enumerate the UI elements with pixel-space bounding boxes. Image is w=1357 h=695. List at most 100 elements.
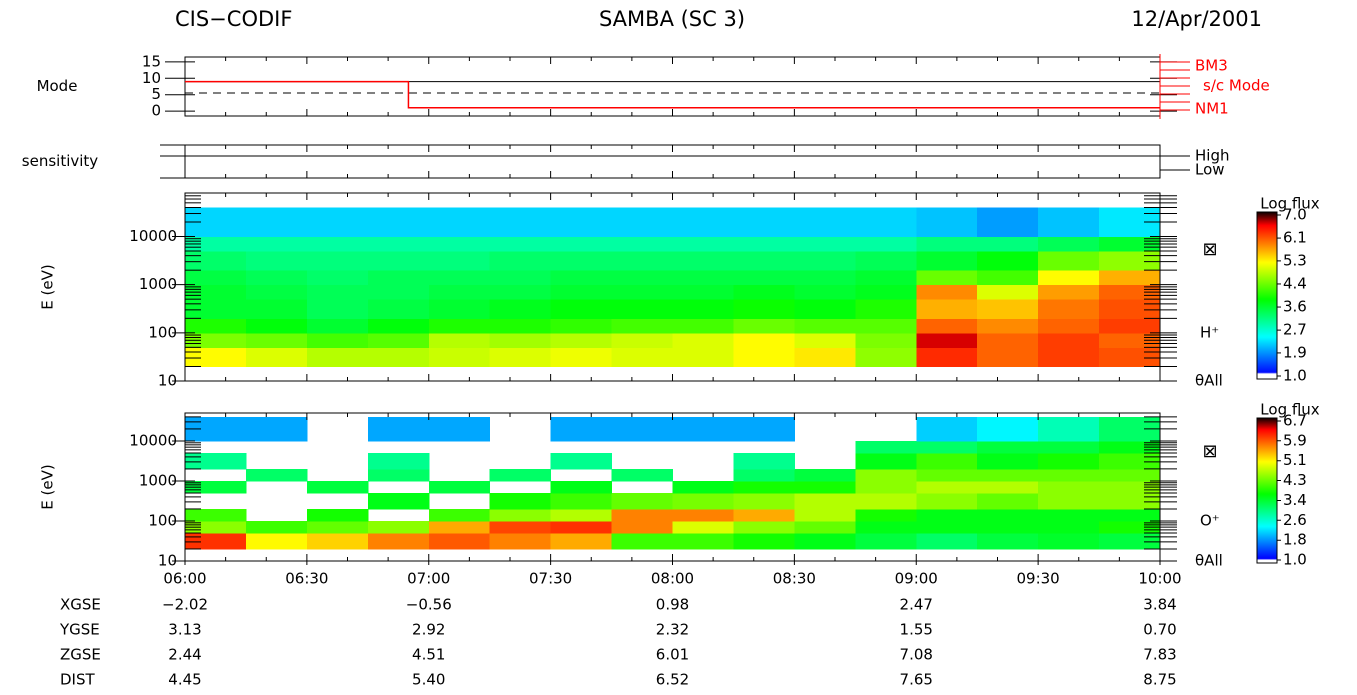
cell [1038, 236, 1100, 252]
cell [672, 236, 734, 252]
y-tick-label: 100 [148, 511, 177, 529]
cell [672, 250, 734, 271]
cell [489, 270, 552, 286]
cell [185, 318, 247, 334]
cell [733, 270, 795, 286]
cell [245, 533, 308, 550]
cell [367, 270, 430, 286]
cell [672, 493, 734, 510]
cell [245, 250, 308, 271]
cell [489, 332, 552, 348]
cell [550, 453, 613, 470]
cell [428, 207, 491, 237]
cell [1038, 332, 1100, 348]
cell [794, 299, 856, 319]
cell [306, 270, 369, 286]
cell [367, 299, 430, 319]
cell [1099, 284, 1161, 300]
cell [550, 480, 613, 494]
cell [245, 284, 308, 300]
cell [428, 480, 491, 494]
colorbar [1256, 211, 1278, 380]
cell [245, 299, 308, 319]
cell [1099, 236, 1161, 252]
cell [306, 347, 369, 368]
cell [306, 508, 369, 522]
cell [185, 508, 247, 522]
cell [306, 236, 369, 252]
cell [794, 250, 856, 271]
y-axis-label: sensitivity [22, 152, 99, 170]
x-tick-label: 08:30 [773, 570, 816, 588]
cell [185, 480, 247, 494]
heatmap [185, 416, 1161, 550]
colorbar [1256, 417, 1278, 564]
cell [733, 416, 795, 442]
cell [306, 480, 369, 494]
cell [916, 284, 978, 300]
cell [855, 318, 917, 334]
cell [733, 508, 795, 522]
cell [367, 236, 430, 252]
cell [550, 493, 613, 510]
cell [977, 250, 1039, 271]
cell [855, 284, 917, 300]
cell [367, 520, 430, 534]
cell [489, 347, 552, 368]
mode-annotation: BM3 [1195, 57, 1228, 75]
colorbar-tick-label: 6.7 [1283, 412, 1307, 430]
cell [306, 318, 369, 334]
ephemeris-value: 2.47 [900, 596, 933, 614]
cell [794, 533, 856, 550]
colorbar-tick-label: 2.6 [1283, 511, 1307, 529]
cell [855, 250, 917, 271]
colorbar-tick-label: 7.0 [1283, 206, 1307, 224]
cell [916, 533, 978, 550]
cell [855, 520, 917, 534]
cell [855, 493, 917, 510]
y-tick-label: 10000 [129, 227, 177, 245]
cell [245, 236, 308, 252]
cell [428, 347, 491, 368]
ephemeris-value: 7.08 [900, 646, 933, 664]
cell [245, 332, 308, 348]
ephemeris-value: −0.56 [406, 596, 452, 614]
y-axis-label: E (eV) [39, 264, 57, 309]
cell [489, 207, 552, 237]
cell [1099, 493, 1161, 510]
colorbar-tick-label: 5.9 [1283, 431, 1307, 449]
ephemeris-label: ZGSE [60, 646, 101, 664]
ephemeris-value: 4.45 [168, 671, 201, 689]
y-tick-label: 10 [158, 552, 177, 570]
colorbar-tick-label: 1.0 [1283, 551, 1307, 569]
colorbar-tick-label: 3.4 [1283, 491, 1307, 509]
cell [367, 453, 430, 470]
cell [1038, 347, 1100, 368]
ephemeris-value: 6.52 [656, 671, 689, 689]
cell [367, 250, 430, 271]
cell [428, 236, 491, 252]
cell [367, 318, 430, 334]
annotation: H⁺ [1200, 323, 1219, 341]
level-label: Low [1195, 161, 1225, 179]
y-axis-label: Mode [37, 77, 78, 95]
cell [916, 207, 978, 237]
cell [1038, 468, 1100, 482]
cell [977, 533, 1039, 550]
cell [185, 520, 247, 534]
x-tick-label: 06:30 [285, 570, 328, 588]
cell [916, 299, 978, 319]
cell [550, 270, 613, 286]
x-tick-label: 06:00 [163, 570, 206, 588]
cell [672, 299, 734, 319]
cell [550, 318, 613, 334]
cell [672, 533, 734, 550]
cell [306, 284, 369, 300]
x-tick-label: 09:00 [895, 570, 938, 588]
cell [428, 284, 491, 300]
cell [855, 207, 917, 237]
cell [611, 284, 673, 300]
colorbar-tick-label: 2.7 [1283, 321, 1307, 339]
cell [428, 318, 491, 334]
